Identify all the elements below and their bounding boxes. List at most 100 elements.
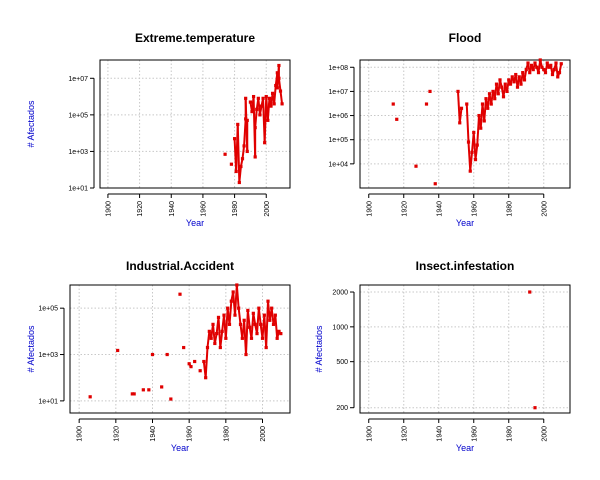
data-point	[556, 75, 560, 79]
data-point	[209, 336, 213, 340]
data-point	[229, 299, 233, 303]
data-point	[278, 89, 283, 93]
data-point	[262, 313, 266, 317]
data-point	[193, 359, 197, 364]
data-point	[251, 311, 255, 315]
data-point	[270, 306, 274, 310]
data-point	[141, 388, 145, 392]
data-segment	[245, 310, 249, 355]
data-segment	[555, 62, 559, 78]
data-point	[489, 102, 493, 106]
data-point	[517, 75, 521, 79]
data-segment	[474, 144, 479, 160]
data-point	[507, 78, 511, 82]
data-point	[510, 75, 514, 79]
data-point	[512, 80, 516, 84]
data-segment	[254, 109, 258, 128]
data-segment	[246, 310, 251, 328]
data-point	[424, 102, 429, 106]
data-point	[552, 68, 556, 72]
data-point	[559, 62, 563, 66]
data-point	[272, 102, 276, 106]
x-tick-label: 2000	[541, 426, 548, 442]
data-point	[240, 336, 244, 340]
data-point	[521, 71, 525, 75]
data-point	[169, 397, 173, 401]
data-point	[547, 65, 551, 69]
data-segment	[236, 124, 241, 183]
x-axis-label: Year	[171, 443, 189, 453]
panel-extreme-temperature: 1900 1920 1940 1960 1980 2000 1e+01 1e+03 1e+05 1…	[26, 31, 291, 228]
data-point	[526, 61, 530, 65]
x-tick-label: 1920	[401, 426, 408, 442]
plot-frame	[359, 284, 571, 414]
y-tick-label: 1e+05	[38, 306, 58, 313]
data-point	[249, 336, 254, 340]
data-point	[550, 72, 555, 77]
data-point	[116, 348, 120, 353]
data-point	[475, 143, 479, 147]
x-tick-label: 1940	[150, 426, 157, 442]
data-point	[557, 71, 562, 75]
data-segment	[274, 315, 279, 339]
data-point	[245, 149, 249, 154]
data-point	[150, 352, 155, 357]
data-segment	[219, 331, 224, 348]
x-tick-label: 1980	[223, 426, 230, 442]
x-axis-label: Year	[456, 218, 474, 228]
data-point	[277, 329, 281, 333]
plot-frame	[99, 59, 291, 189]
data-point	[182, 345, 186, 350]
data-point	[233, 313, 237, 317]
data-point	[486, 106, 490, 110]
data-segment	[469, 152, 473, 172]
data-point	[263, 141, 267, 145]
data-point	[216, 315, 221, 319]
data-point	[536, 71, 541, 75]
data-point	[542, 68, 546, 72]
y-tick-label: 1e+03	[68, 149, 88, 156]
data-point	[273, 313, 277, 317]
x-tick-label: 1960	[471, 201, 478, 217]
data-point	[211, 322, 215, 326]
data-point	[246, 308, 250, 313]
data-point	[178, 292, 182, 296]
data-segment	[458, 108, 463, 123]
data-point	[253, 126, 257, 130]
data-point	[223, 152, 227, 156]
data-point	[207, 329, 211, 333]
data-point	[535, 65, 539, 69]
data-point	[257, 306, 261, 310]
data-point	[529, 63, 534, 67]
x-tick-label: 1960	[187, 426, 194, 442]
data-point	[522, 78, 527, 82]
y-tick-label: 1e+01	[38, 398, 58, 405]
data-segment	[213, 333, 218, 344]
data-segment	[279, 90, 284, 104]
data-point	[215, 331, 219, 336]
data-point	[189, 365, 193, 369]
data-point	[268, 318, 272, 322]
x-tick-label: 1960	[471, 426, 478, 442]
panel-flood: 1900 1920 1940 1960 1980 2000 1e+04 1e+05 1e+06 1…	[328, 31, 571, 228]
x-tick-label: 1900	[366, 426, 373, 442]
data-point	[414, 164, 418, 168]
data-segment	[237, 308, 242, 325]
y-tick-label: 500	[336, 359, 348, 366]
y-tick-label: 1e+07	[328, 89, 348, 96]
data-point	[261, 96, 265, 100]
data-point	[500, 85, 504, 89]
data-point	[466, 140, 471, 144]
data-point	[549, 63, 553, 67]
data-point	[545, 61, 549, 65]
x-tick-label: 1920	[137, 201, 144, 217]
data-segment	[228, 301, 233, 325]
x-tick-label: 1900	[105, 201, 112, 217]
data-point	[244, 96, 248, 100]
data-point	[253, 155, 257, 159]
data-point	[280, 102, 284, 106]
data-point	[395, 117, 399, 121]
y-tick-label: 1e+04	[328, 161, 348, 168]
data-point	[515, 85, 520, 89]
y-tick-label: 2000	[332, 290, 348, 297]
